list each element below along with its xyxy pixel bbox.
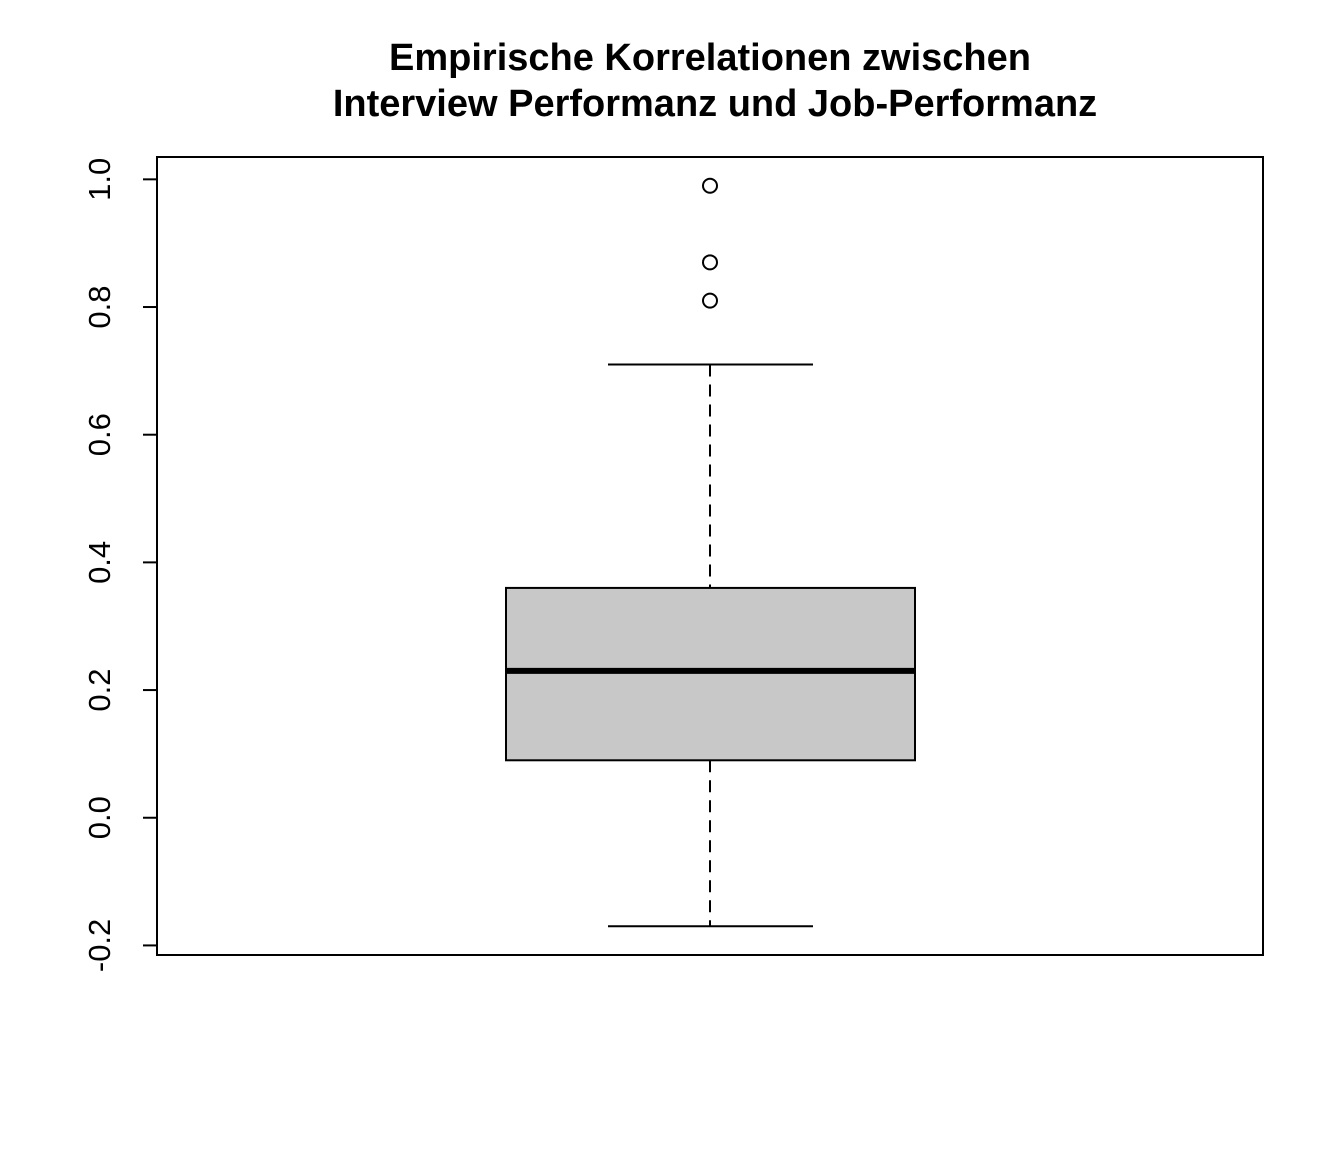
plot-elements xyxy=(505,177,916,928)
outlier-point xyxy=(702,177,718,194)
y-tick-label: 1.0 xyxy=(82,158,117,201)
y-tick-label: -0.2 xyxy=(82,919,117,972)
y-tick-label: 0.4 xyxy=(82,541,117,584)
outlier-point xyxy=(702,254,718,271)
chart-title-line-2: Interview Performanz und Job-Performanz xyxy=(333,83,1097,125)
y-tick-label: 0.0 xyxy=(82,796,117,839)
y-tick-label: 0.2 xyxy=(82,669,117,712)
y-axis: -0.2 0.0 0.2 0.4 0.6 0.8 1.0 xyxy=(82,158,158,972)
y-tick-label: 0.8 xyxy=(82,285,117,328)
outlier-point xyxy=(702,292,718,309)
plot-frame xyxy=(156,156,1264,956)
interquartile-box xyxy=(505,586,916,762)
chart-title-line-1: Empirische Korrelationen zwischen xyxy=(389,37,1031,79)
y-tick-label: 0.6 xyxy=(82,413,117,456)
